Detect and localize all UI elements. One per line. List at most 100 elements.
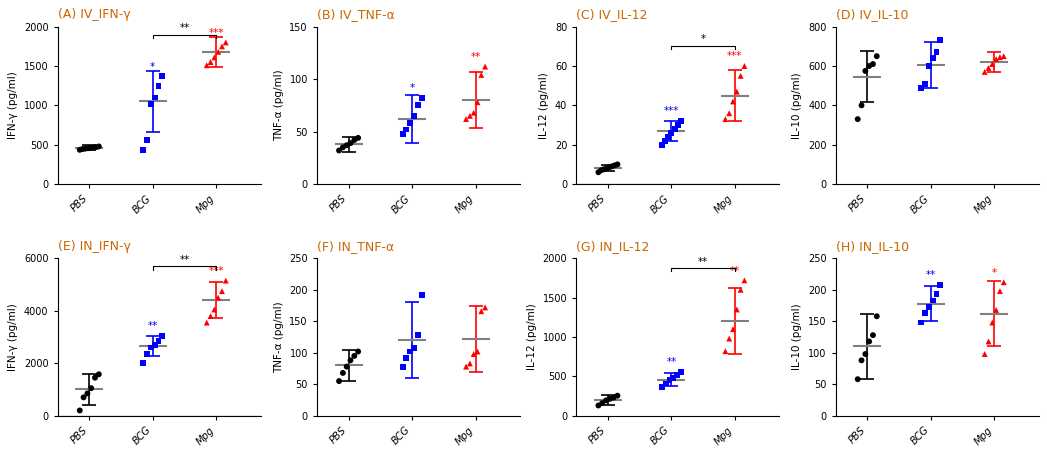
Point bbox=[856, 350, 873, 358]
Point bbox=[87, 374, 104, 381]
Text: (G) IN_IL-12: (G) IN_IL-12 bbox=[576, 240, 649, 253]
Point bbox=[932, 37, 949, 44]
Text: **: ** bbox=[730, 266, 740, 276]
Y-axis label: IFN-γ (pg/ml): IFN-γ (pg/ml) bbox=[8, 303, 19, 371]
Point bbox=[672, 117, 689, 125]
Point bbox=[666, 125, 683, 132]
Point bbox=[925, 297, 941, 304]
Text: *: * bbox=[409, 83, 415, 93]
Point bbox=[729, 306, 745, 313]
Point bbox=[154, 332, 171, 339]
Point bbox=[346, 136, 362, 144]
Point bbox=[653, 383, 670, 390]
Point bbox=[476, 304, 493, 311]
Point bbox=[849, 375, 866, 383]
Point bbox=[147, 94, 163, 101]
Y-axis label: IL-10 (pg/ml): IL-10 (pg/ml) bbox=[793, 304, 802, 370]
Point bbox=[74, 146, 91, 153]
Point bbox=[405, 344, 422, 351]
Text: **: ** bbox=[666, 357, 676, 367]
Point bbox=[409, 332, 426, 339]
Point bbox=[206, 306, 223, 313]
Point bbox=[338, 142, 355, 149]
Point bbox=[601, 164, 618, 171]
Point bbox=[856, 67, 873, 75]
Point bbox=[653, 141, 670, 148]
Point bbox=[462, 360, 478, 367]
Point bbox=[913, 84, 930, 91]
Point bbox=[593, 167, 609, 174]
Point bbox=[720, 335, 737, 342]
Point bbox=[658, 380, 674, 387]
Point bbox=[218, 277, 235, 284]
Point bbox=[76, 145, 93, 152]
Point bbox=[992, 288, 1008, 295]
Point bbox=[992, 54, 1008, 61]
Point bbox=[147, 341, 163, 349]
Point bbox=[402, 120, 419, 127]
Point bbox=[414, 291, 430, 298]
Point bbox=[88, 143, 105, 151]
Point bbox=[594, 399, 610, 407]
Point bbox=[976, 350, 993, 358]
Text: ***: *** bbox=[208, 266, 224, 276]
Point bbox=[987, 56, 1004, 63]
Point bbox=[609, 161, 626, 168]
Point bbox=[395, 363, 411, 370]
Point bbox=[414, 94, 430, 101]
Text: (C) IV_IL-12: (C) IV_IL-12 bbox=[576, 8, 648, 21]
Y-axis label: IL-12 (pg/ml): IL-12 (pg/ml) bbox=[539, 72, 550, 139]
Text: (A) IV_IFN-γ: (A) IV_IFN-γ bbox=[58, 8, 130, 21]
Point bbox=[331, 147, 348, 154]
Point bbox=[601, 395, 618, 402]
Point bbox=[925, 55, 941, 62]
Point bbox=[660, 133, 676, 141]
Point bbox=[334, 369, 351, 377]
Text: **: ** bbox=[148, 321, 158, 331]
Text: ***: *** bbox=[728, 51, 742, 61]
Point bbox=[465, 350, 482, 358]
Point bbox=[609, 392, 626, 399]
Point bbox=[928, 49, 944, 56]
Point bbox=[90, 143, 107, 150]
Point bbox=[920, 62, 937, 70]
Point bbox=[672, 369, 689, 376]
Point bbox=[606, 162, 623, 169]
Point bbox=[717, 348, 734, 355]
Point bbox=[154, 73, 171, 80]
Point bbox=[669, 371, 686, 379]
Point bbox=[732, 72, 749, 80]
Point bbox=[350, 134, 366, 142]
Point bbox=[218, 39, 235, 46]
Text: *: * bbox=[992, 268, 997, 278]
Point bbox=[405, 112, 422, 120]
Point bbox=[916, 80, 933, 87]
Point bbox=[75, 394, 92, 401]
Text: (E) IN_IFN-γ: (E) IN_IFN-γ bbox=[58, 240, 131, 253]
Point bbox=[135, 359, 152, 367]
Point bbox=[984, 61, 1001, 68]
Point bbox=[198, 61, 215, 69]
Point bbox=[150, 337, 166, 344]
Y-axis label: TNF-α (pg/ml): TNF-α (pg/ml) bbox=[273, 301, 284, 373]
Point bbox=[665, 374, 682, 382]
Point bbox=[469, 348, 486, 355]
Point bbox=[725, 325, 741, 333]
Point bbox=[473, 71, 490, 79]
Point bbox=[202, 58, 219, 66]
Point bbox=[206, 54, 223, 61]
Point bbox=[342, 140, 359, 147]
Point bbox=[458, 363, 474, 370]
Point bbox=[663, 129, 680, 136]
Text: *: * bbox=[700, 34, 706, 44]
Point bbox=[868, 52, 885, 60]
Point bbox=[605, 394, 622, 401]
Point bbox=[980, 338, 997, 345]
Point bbox=[469, 99, 486, 106]
Text: *: * bbox=[150, 61, 155, 71]
Y-axis label: IL-10 (pg/ml): IL-10 (pg/ml) bbox=[793, 72, 802, 139]
Point bbox=[913, 319, 930, 326]
Point bbox=[725, 98, 741, 105]
Point bbox=[928, 291, 944, 298]
Text: **: ** bbox=[470, 52, 481, 62]
